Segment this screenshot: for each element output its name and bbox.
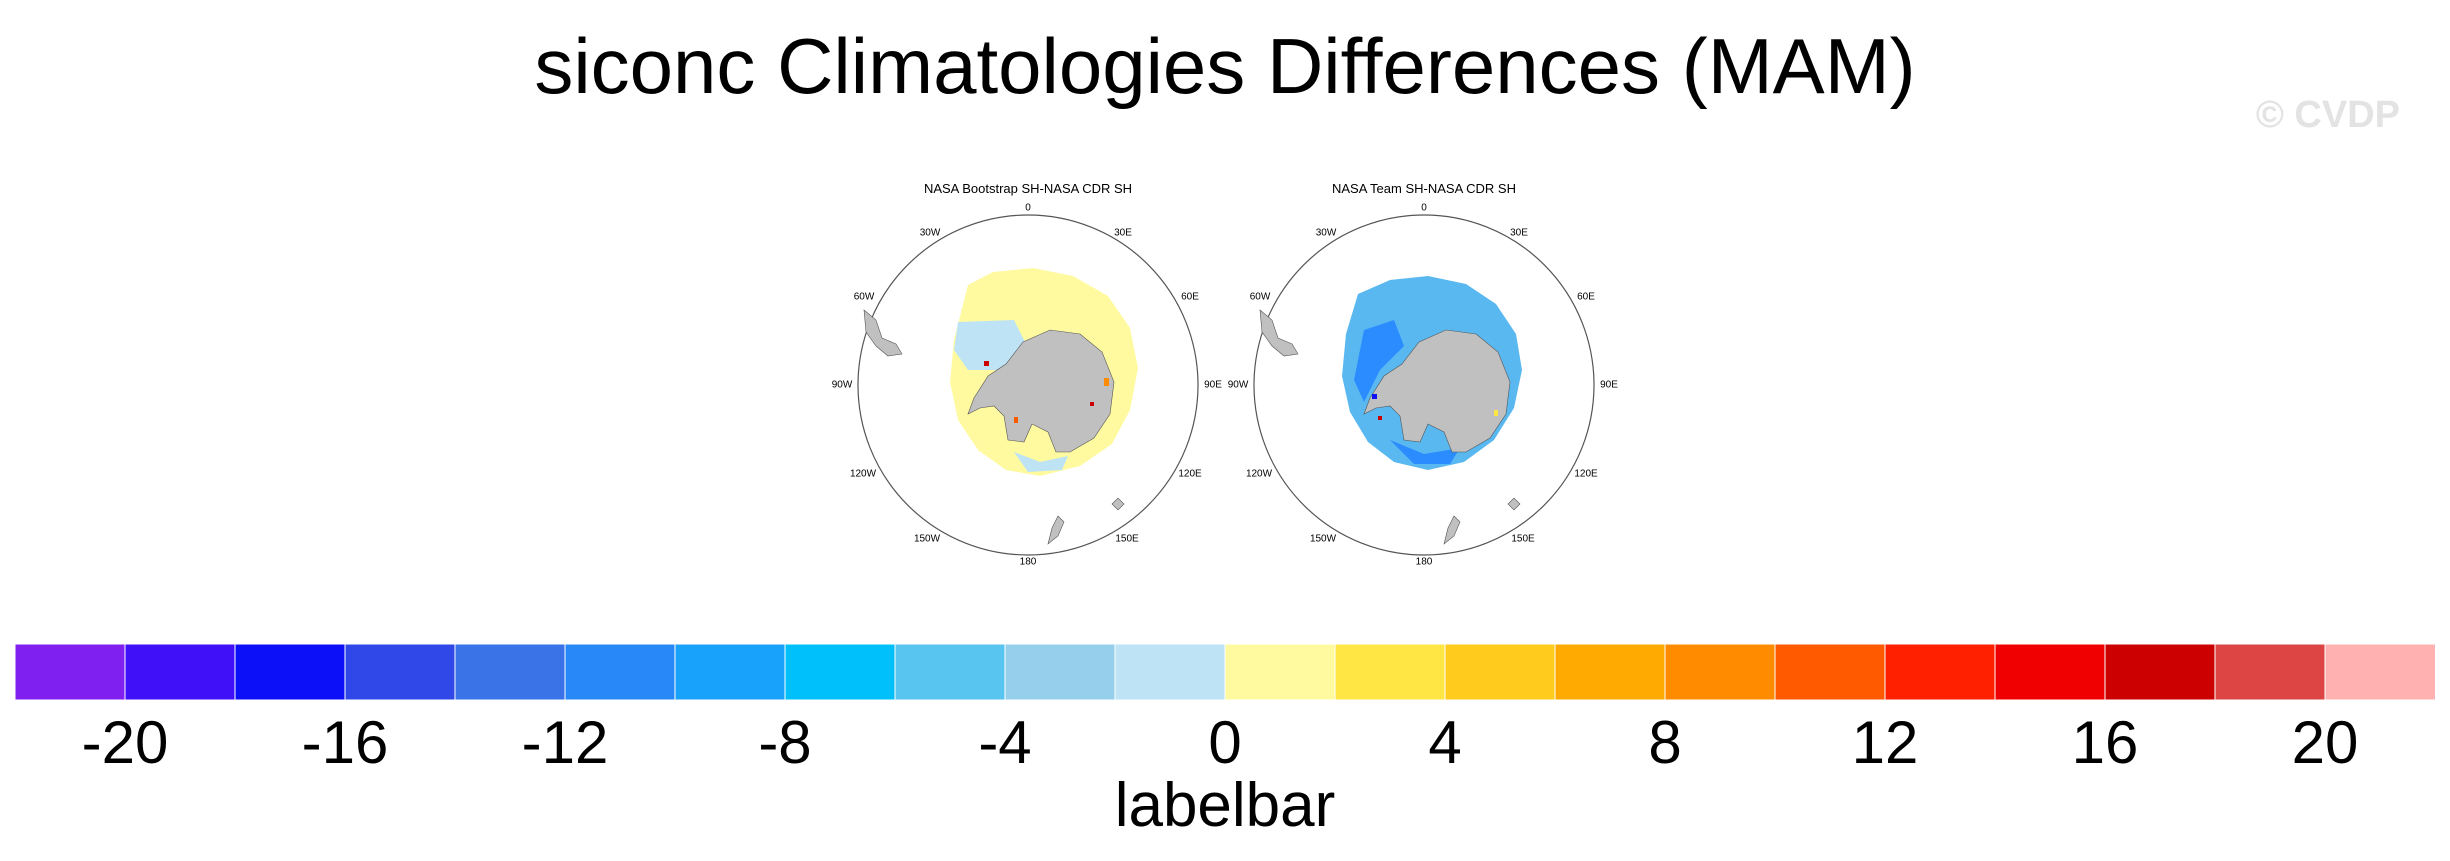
new-zealand-landmass <box>1443 515 1461 545</box>
lon-label: 60W <box>1249 291 1271 303</box>
color-labelbar <box>15 644 2435 700</box>
new-zealand-landmass <box>1047 515 1065 545</box>
field-negative <box>1014 452 1068 472</box>
lon-label: 30W <box>919 227 941 239</box>
labelbar-swatch <box>894 644 1006 700</box>
field-spot <box>1378 416 1382 420</box>
labelbar-tick-label: 0 <box>1208 709 1242 776</box>
field-negative <box>954 320 1028 370</box>
south-america-landmass <box>863 309 903 357</box>
labelbar-swatch <box>1224 644 1336 700</box>
labelbar-tick-label: 4 <box>1428 709 1462 776</box>
labelbar-swatch <box>1114 644 1226 700</box>
lon-label: 30W <box>1315 227 1337 239</box>
labelbar-swatch <box>2104 644 2216 700</box>
lon-label: 180 <box>1415 556 1433 568</box>
labelbar-swatch <box>784 644 896 700</box>
lon-label: 60E <box>1181 291 1199 303</box>
labelbar-swatch <box>2214 644 2326 700</box>
field-spot <box>1494 410 1498 416</box>
page-title: siconc Climatologies Differences (MAM) <box>534 22 1916 110</box>
tasmania-landmass <box>1507 497 1521 511</box>
map-panel-bootstrap: NASA Bootstrap SH-NASA CDR SH 0 30E 60E … <box>818 170 1238 570</box>
lon-label: 180 <box>1019 556 1037 568</box>
polar-map <box>857 214 1199 556</box>
labelbar-swatch <box>1774 644 1886 700</box>
labelbar-swatch <box>344 644 456 700</box>
labelbar-tick-label: 16 <box>2071 709 2139 776</box>
lon-label: 60W <box>853 291 875 303</box>
labelbar-title: labelbar <box>1114 771 1336 840</box>
labelbar-swatch <box>124 644 236 700</box>
antarctica-landmass <box>1363 329 1511 453</box>
lon-label: 90E <box>1204 379 1222 391</box>
watermark: © CVDP <box>2255 94 2400 136</box>
labelbar-swatch <box>1994 644 2106 700</box>
field-negative-strong <box>1354 320 1404 402</box>
field-spot <box>1014 417 1018 423</box>
field-spot <box>1104 378 1109 386</box>
map-panel-team: NASA Team SH-NASA CDR SH 0 30E 60E 90E 1… <box>1214 170 1634 570</box>
labelbar-swatch <box>1334 644 1446 700</box>
labelbar-swatch <box>1884 644 1996 700</box>
labelbar-tick-label: -12 <box>521 709 609 776</box>
lon-label: 90W <box>1227 379 1249 391</box>
labelbar-tick-label: -4 <box>978 709 1032 776</box>
tasmania-landmass <box>1111 497 1125 511</box>
labelbar-swatches <box>15 644 2435 700</box>
lon-label: 120E <box>1178 468 1202 480</box>
lon-label: 150E <box>1115 533 1139 545</box>
labelbar-tick-label: 20 <box>2291 709 2359 776</box>
labelbar-swatch <box>2324 644 2435 700</box>
lon-label: 30E <box>1510 227 1528 239</box>
labelbar-tick-label: 12 <box>1851 709 1919 776</box>
labelbar-swatch <box>1664 644 1776 700</box>
lon-label: 0 <box>1025 202 1031 214</box>
lon-label: 90W <box>831 379 853 391</box>
field-negative-strong <box>1390 440 1460 464</box>
polar-map <box>1253 214 1595 556</box>
lon-label: 120E <box>1574 468 1598 480</box>
lon-label: 150W <box>913 533 941 545</box>
south-america-landmass <box>1259 309 1299 357</box>
field-spot <box>1372 394 1377 399</box>
lon-label: 30E <box>1114 227 1132 239</box>
lon-label: 90E <box>1600 379 1618 391</box>
labelbar-tick-label: -20 <box>81 709 169 776</box>
field-spot <box>1090 402 1094 406</box>
labelbar-swatch <box>564 644 676 700</box>
labelbar-swatch <box>1444 644 1556 700</box>
lon-label: 60E <box>1577 291 1595 303</box>
lon-label: 0 <box>1421 202 1427 214</box>
labelbar-swatch <box>15 644 126 700</box>
labelbar-swatch <box>234 644 346 700</box>
labelbar-swatch <box>1554 644 1666 700</box>
map-title: NASA Bootstrap SH-NASA CDR SH <box>923 181 1133 196</box>
labelbar-swatch <box>674 644 786 700</box>
labelbar-tick-label: 8 <box>1648 709 1682 776</box>
lon-label: 120W <box>849 468 877 480</box>
antarctica-landmass <box>967 329 1115 453</box>
lon-label: 150E <box>1511 533 1535 545</box>
lon-label: 150W <box>1309 533 1337 545</box>
labelbar-swatch <box>1004 644 1116 700</box>
labelbar-swatch <box>454 644 566 700</box>
map-title: NASA Team SH-NASA CDR SH <box>1332 181 1516 196</box>
labelbar-tick-label: -16 <box>301 709 389 776</box>
lon-label: 120W <box>1245 468 1273 480</box>
field-spot <box>984 361 989 366</box>
labelbar-tick-label: -8 <box>758 709 812 776</box>
